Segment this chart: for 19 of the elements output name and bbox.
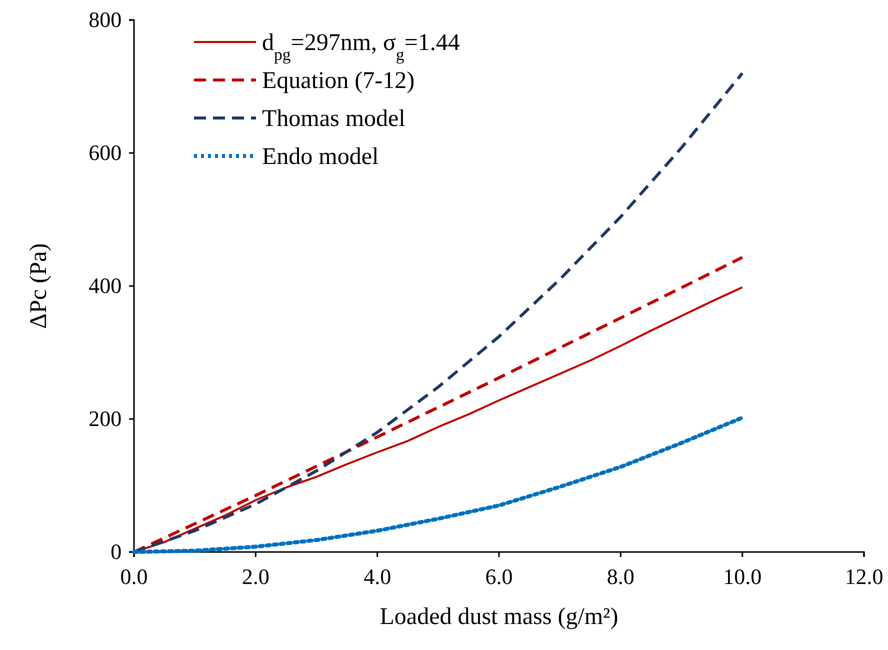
legend-label: d$_{pg}$=297nm, σ$_{g}$=1.44: [262, 30, 460, 64]
legend-label: Thomas model: [262, 106, 406, 132]
x-tick-label: 4.0: [364, 564, 392, 590]
y-tick-label: 400: [88, 273, 122, 298]
legend-label: Equation (7-12): [262, 68, 415, 94]
x-tick-label: 0.0: [120, 564, 148, 590]
line-series: [132, 416, 744, 554]
y-tick-label: 800: [88, 7, 122, 32]
y-tick-label: 0: [110, 539, 122, 564]
y-tick-label: 600: [88, 140, 122, 166]
x-tick-label: 2.0: [242, 564, 270, 590]
legend-label: Endo model: [262, 144, 379, 170]
x-tick-label: 12.0: [844, 564, 884, 590]
y-axis-title: ΔPc (Pa): [26, 243, 52, 329]
x-tick-label: 8.0: [606, 564, 634, 590]
x-tick-label: 6.0: [485, 564, 513, 590]
y-tick-label: 200: [88, 406, 122, 432]
x-tick-label: 10.0: [723, 564, 762, 590]
x-axis-title: Loaded dust mass (g/m²): [380, 604, 618, 630]
